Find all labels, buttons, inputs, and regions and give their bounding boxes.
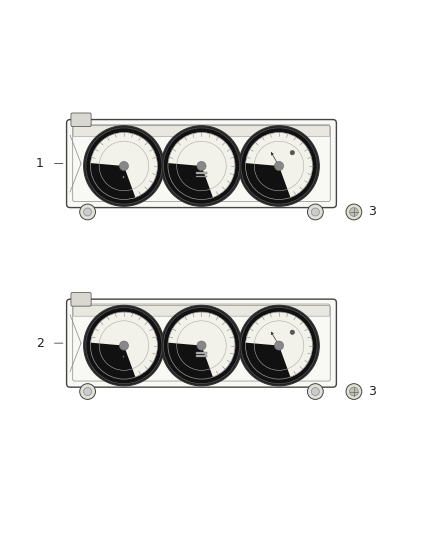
Circle shape xyxy=(346,384,362,399)
Circle shape xyxy=(84,208,92,216)
Circle shape xyxy=(84,387,92,395)
Circle shape xyxy=(346,204,362,220)
Circle shape xyxy=(80,204,95,220)
Bar xyxy=(196,352,207,354)
Text: 3: 3 xyxy=(368,385,376,398)
Circle shape xyxy=(161,126,242,206)
Circle shape xyxy=(197,161,206,171)
Circle shape xyxy=(80,384,95,399)
Text: 3: 3 xyxy=(368,205,376,219)
FancyBboxPatch shape xyxy=(73,304,330,316)
Circle shape xyxy=(239,126,319,206)
Circle shape xyxy=(197,341,206,350)
FancyBboxPatch shape xyxy=(67,299,336,387)
Bar xyxy=(196,355,207,357)
Circle shape xyxy=(350,207,358,216)
Text: A/C: A/C xyxy=(197,343,206,348)
Bar xyxy=(196,175,207,177)
Circle shape xyxy=(84,305,164,386)
Circle shape xyxy=(86,128,162,204)
FancyBboxPatch shape xyxy=(67,119,336,207)
FancyBboxPatch shape xyxy=(71,293,91,306)
FancyBboxPatch shape xyxy=(71,113,91,126)
Wedge shape xyxy=(91,133,158,198)
Circle shape xyxy=(161,305,242,386)
Text: ▲: ▲ xyxy=(122,167,126,171)
Circle shape xyxy=(307,384,323,399)
Circle shape xyxy=(275,161,283,171)
Circle shape xyxy=(86,308,162,384)
Circle shape xyxy=(275,341,283,350)
Circle shape xyxy=(311,208,319,216)
Text: 1: 1 xyxy=(36,157,44,170)
Circle shape xyxy=(239,305,319,386)
Wedge shape xyxy=(91,312,158,377)
Circle shape xyxy=(163,308,240,384)
Circle shape xyxy=(311,387,319,395)
Text: 2: 2 xyxy=(36,337,44,350)
Bar xyxy=(196,173,207,174)
Wedge shape xyxy=(168,133,235,198)
Wedge shape xyxy=(246,312,313,377)
Circle shape xyxy=(307,204,323,220)
FancyBboxPatch shape xyxy=(73,124,330,136)
Circle shape xyxy=(163,128,240,204)
Circle shape xyxy=(290,150,295,155)
Circle shape xyxy=(241,308,317,384)
Circle shape xyxy=(120,341,128,350)
Wedge shape xyxy=(168,312,235,377)
Circle shape xyxy=(120,161,128,171)
Circle shape xyxy=(290,330,295,335)
Circle shape xyxy=(350,387,358,396)
Circle shape xyxy=(241,128,317,204)
Wedge shape xyxy=(246,133,313,198)
Text: A/C: A/C xyxy=(197,164,206,168)
Circle shape xyxy=(84,126,164,206)
Text: ▲: ▲ xyxy=(122,346,126,351)
